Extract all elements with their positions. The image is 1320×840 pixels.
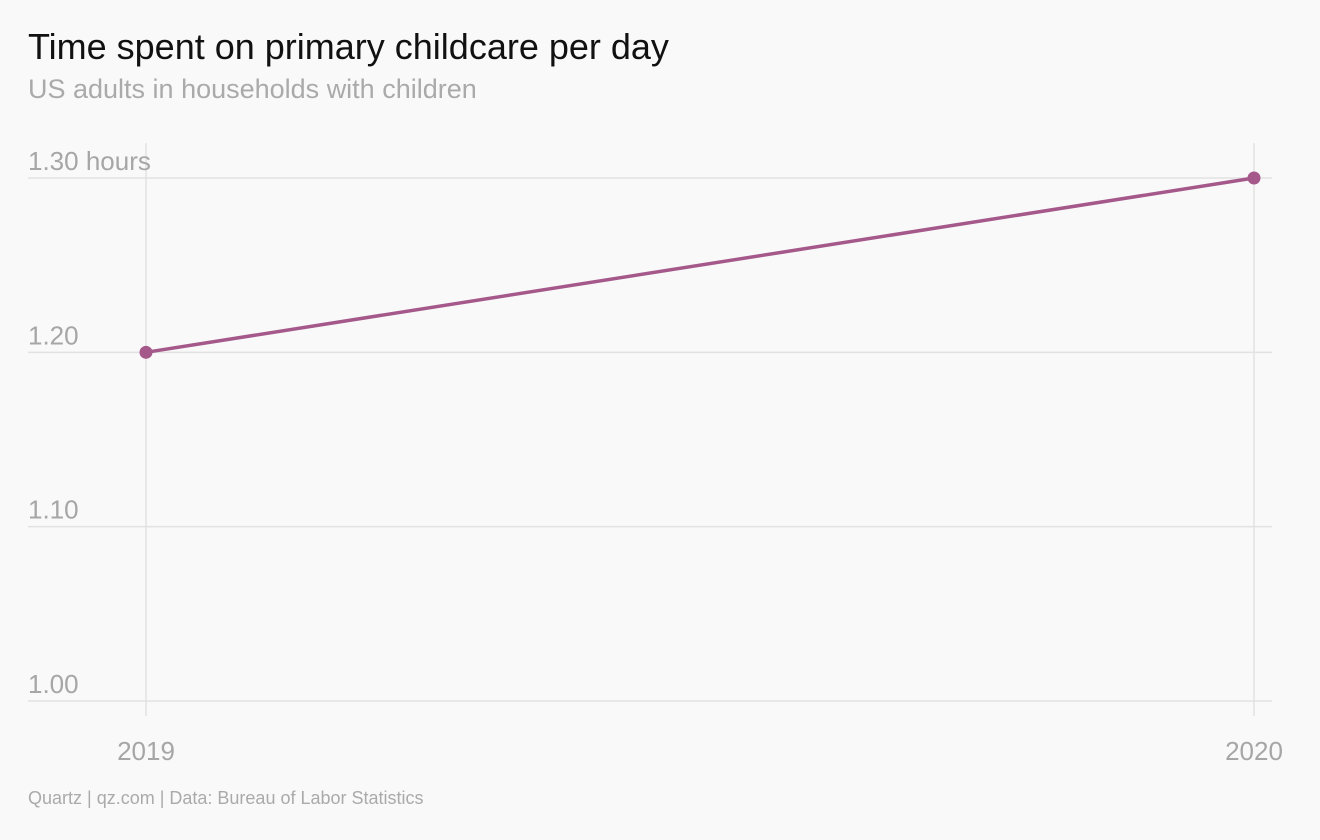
data-point (1247, 171, 1261, 185)
series-line (144, 176, 1256, 355)
y-axis-ticks: 1.00 1.10 1.20 1.30 hours (28, 146, 151, 699)
chart-subtitle: US adults in households with children (28, 74, 477, 104)
x-tick-label: 2019 (117, 736, 175, 766)
grid (28, 143, 1272, 716)
y-tick-label: 1.00 (28, 669, 79, 699)
y-tick-label: 1.10 (28, 495, 79, 525)
x-tick-label: 2020 (1225, 736, 1283, 766)
y-tick-label: 1.20 (28, 320, 79, 350)
chart-title: Time spent on primary childcare per day (28, 26, 669, 67)
data-point (139, 345, 153, 359)
series-layer (139, 171, 1261, 359)
source-footer: Quartz | qz.com | Data: Bureau of Labor … (28, 788, 424, 808)
y-tick-label: 1.30 hours (28, 146, 151, 176)
x-axis-ticks: 2019 2020 (117, 736, 1283, 766)
